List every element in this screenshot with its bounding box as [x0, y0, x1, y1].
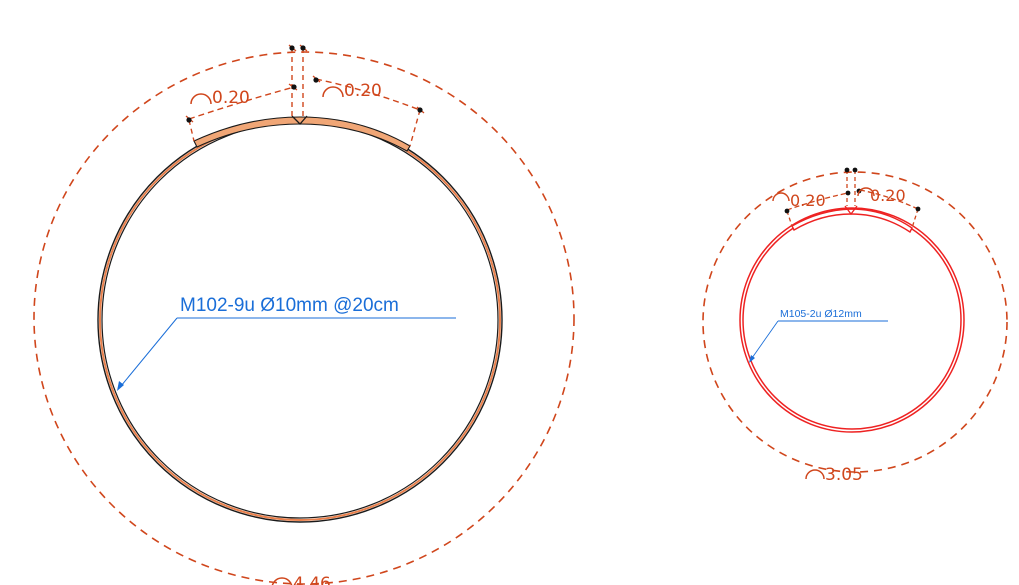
arc-dimension-right — [315, 78, 421, 111]
arc-length-icon — [190, 93, 212, 105]
dot-icon — [291, 84, 297, 90]
rebar-hook — [844, 205, 858, 216]
rebar-label-right: M105-2u Ø12mm — [780, 308, 862, 320]
dot-icon — [915, 206, 921, 212]
rebar-label-left: M102-9u Ø10mm @20cm — [180, 295, 399, 316]
rebar-ring-outline-inner — [101, 121, 499, 519]
arc-length-icon — [805, 469, 825, 480]
rebar-lap-band — [791, 208, 913, 234]
rebar-ring-red-inner — [742, 210, 962, 430]
right-ring-detail: 0.20 0.20 3.05 M105-2u Ø12mm — [702, 167, 1008, 485]
arrow-icon — [749, 355, 755, 363]
dot-icon — [313, 77, 319, 83]
rebar-ring-red-outer — [739, 207, 965, 433]
dimension-ticks — [185, 44, 425, 123]
outer-dimension-circle — [702, 171, 1008, 473]
rebar-label-leader — [749, 320, 888, 363]
rebar-label-leader — [117, 317, 456, 391]
dot-icon — [417, 107, 423, 113]
dot-icon — [845, 190, 851, 196]
arc-length-icon — [857, 187, 875, 197]
dot-icon — [852, 167, 858, 173]
dot-icon — [784, 208, 790, 214]
arc-length-icon — [322, 86, 344, 98]
arc-length-left-value: 0.20 — [212, 88, 250, 108]
dimension-extension-lines — [188, 48, 421, 147]
left-ring-detail: 0.20 0.20 4.46 M102-9u Ø10mm @20cm — [33, 44, 575, 585]
arrow-icon — [117, 381, 124, 391]
arc-dimension-right — [859, 189, 919, 210]
dimension-extension-lines — [786, 170, 919, 229]
rebar-lap-band — [193, 116, 411, 152]
arc-dimension-left — [786, 192, 849, 211]
dot-icon — [300, 45, 306, 51]
dimension-dots — [186, 45, 423, 123]
arc-dimension-left — [188, 86, 295, 120]
arc-length-left-value: 0.20 — [790, 191, 826, 210]
dot-icon — [289, 45, 295, 51]
arc-length-right-value: 0.20 — [344, 81, 382, 101]
arc-length-icon — [772, 192, 790, 202]
arc-length-right-value: 0.20 — [870, 186, 906, 205]
dot-icon — [844, 167, 850, 173]
dot-icon — [186, 117, 192, 123]
arc-length-outer-value: 3.05 — [825, 465, 863, 485]
outer-dimension-circle — [33, 51, 575, 585]
arc-length-outer-value: 4.46 — [293, 574, 331, 585]
rebar-hook — [291, 115, 308, 125]
